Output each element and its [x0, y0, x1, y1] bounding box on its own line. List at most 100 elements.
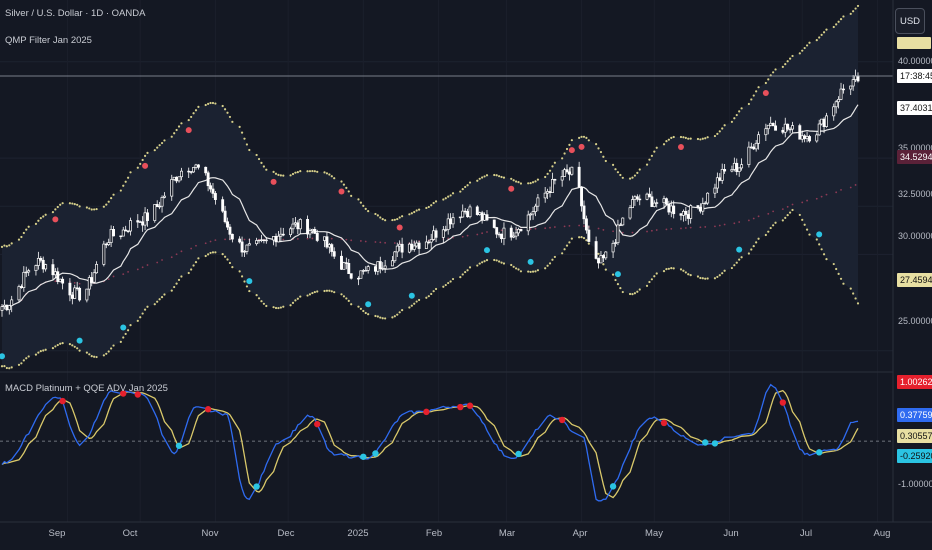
- candle-body: [822, 118, 826, 127]
- lower-band-dot: [306, 294, 309, 297]
- lower-band-dot: [367, 313, 370, 316]
- upper-band-dot: [704, 137, 707, 140]
- ma-dot: [655, 229, 658, 231]
- upper-band-dot: [425, 206, 428, 210]
- upper-band-dot: [175, 128, 178, 132]
- upper-band-dot: [347, 190, 350, 193]
- upper-band-dot: [211, 101, 215, 105]
- lower-band-dot: [621, 290, 624, 294]
- upper-band-dot: [102, 205, 105, 208]
- lower-band-dot: [587, 242, 590, 245]
- upper-band-dot: [367, 210, 370, 213]
- ma-dot: [476, 233, 479, 236]
- upper-band-dot: [93, 208, 96, 211]
- candle: [291, 217, 295, 234]
- candle-body: [398, 243, 402, 247]
- candle-body: [788, 128, 792, 131]
- lower-band-dot: [434, 287, 438, 291]
- candle: [85, 288, 89, 303]
- lower-band-dot: [519, 270, 523, 273]
- candle-body: [230, 233, 234, 240]
- lower-band-dot: [493, 258, 496, 262]
- sell-signal-dot: [762, 90, 769, 97]
- lower-band-dot: [248, 289, 251, 293]
- candle: [740, 158, 744, 171]
- candle-body: [179, 170, 183, 178]
- candle-body: [764, 128, 768, 136]
- lower-band-dot: [791, 208, 794, 212]
- lower-band-dot: [223, 255, 227, 258]
- lower-band-dot: [466, 269, 469, 272]
- lower-band-dot: [854, 297, 857, 300]
- lower-band-dot: [22, 359, 25, 362]
- candle: [766, 124, 770, 135]
- lower-band-dot: [798, 213, 801, 217]
- candle: [837, 96, 841, 109]
- lower-band-dot: [628, 292, 632, 296]
- candle: [771, 122, 775, 127]
- candle: [298, 218, 302, 235]
- oscillator-buy-dot: [711, 440, 719, 447]
- candle: [347, 258, 351, 274]
- lower-band-dot: [381, 317, 384, 320]
- upper-band-dot: [90, 208, 93, 211]
- candle-body: [298, 219, 302, 230]
- candle-body: [194, 164, 198, 168]
- upper-band-dot: [764, 81, 767, 85]
- lower-band-dot: [90, 355, 93, 358]
- lower-band-dot: [362, 309, 365, 313]
- candle: [553, 178, 557, 185]
- upper-band-badge: [897, 37, 931, 49]
- symbol-title[interactable]: Silver / U.S. Dollar · 1D · OANDA: [5, 8, 146, 19]
- upper-band-dot: [852, 10, 855, 13]
- upper-band-dot: [553, 161, 556, 164]
- candle: [672, 200, 676, 219]
- lower-band-dot: [774, 221, 777, 224]
- lower-band-dot: [665, 268, 668, 271]
- upper-band-dot: [54, 208, 57, 211]
- upper-band-dot: [71, 202, 74, 205]
- currency-button[interactable]: USD: [895, 8, 925, 34]
- candle: [747, 141, 751, 168]
- ma-dot: [781, 208, 784, 211]
- lower-band-dot: [384, 317, 387, 320]
- lower-band-dot: [379, 316, 382, 319]
- lower-band-dot: [105, 352, 108, 355]
- upper-band-dot: [798, 52, 801, 55]
- oscillator-indicator-label[interactable]: MACD Platinum + QQE ADV Jan 2025: [5, 383, 168, 394]
- upper-band-dot: [772, 71, 775, 74]
- filter-indicator-label[interactable]: QMP Filter Jan 2025: [5, 35, 92, 46]
- candle-body: [774, 125, 777, 131]
- candle: [808, 134, 811, 143]
- upper-band-dot: [333, 177, 336, 180]
- upper-band-dot: [20, 235, 23, 239]
- candle-body: [786, 123, 790, 130]
- candle: [39, 256, 43, 263]
- lower-band-dot: [398, 311, 401, 314]
- lower-band-dot: [570, 237, 573, 240]
- upper-band-dot: [842, 15, 845, 18]
- candle-body: [313, 228, 317, 234]
- upper-band-dot: [602, 155, 605, 158]
- upper-band-dot: [289, 174, 292, 177]
- lower-band-dot: [597, 252, 600, 255]
- ma-dot: [597, 227, 600, 230]
- candle-body: [834, 101, 838, 108]
- price-tick-35: 35.00000: [898, 143, 932, 153]
- lower-band-dot: [723, 269, 726, 272]
- buy-signal-dot: [614, 271, 621, 278]
- upper-band-dot: [313, 170, 316, 173]
- candle: [817, 119, 821, 136]
- candle: [791, 121, 794, 133]
- candle-body: [357, 277, 360, 280]
- upper-band-dot: [835, 23, 838, 26]
- candle-body: [107, 242, 111, 245]
- lower-band-dot: [78, 349, 81, 352]
- upper-band-dot: [163, 139, 166, 142]
- candle: [706, 192, 710, 206]
- candle-body: [444, 229, 448, 231]
- candle: [754, 139, 758, 152]
- oscillator-buy-dot: [360, 453, 367, 460]
- candle: [715, 172, 719, 194]
